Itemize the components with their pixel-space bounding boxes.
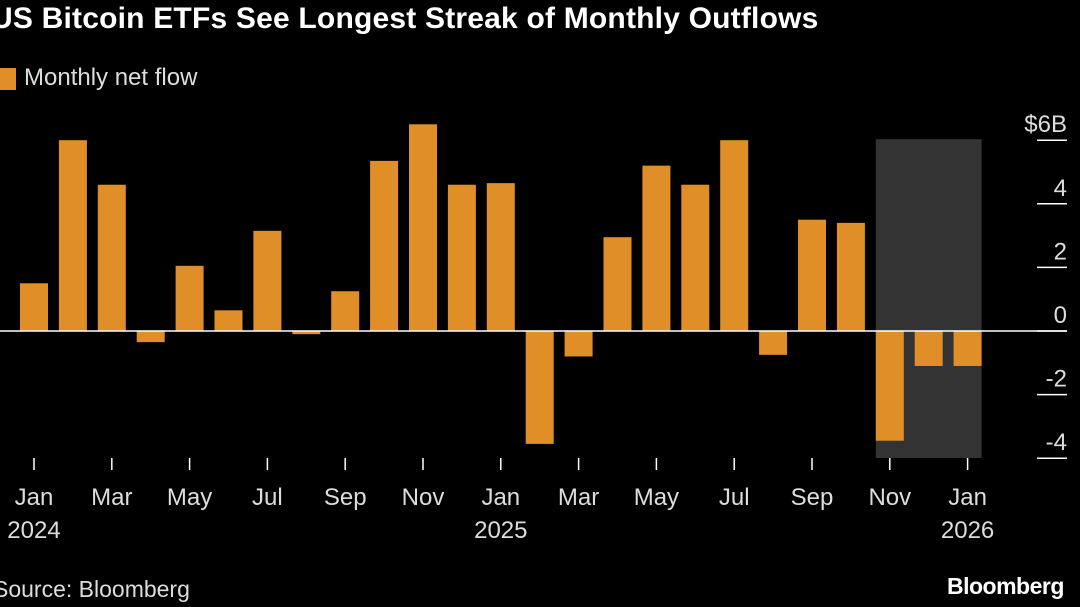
x-tick-label: Mar (91, 484, 132, 511)
bar-jan-2026 (953, 331, 982, 366)
x-tick-label: May (167, 484, 212, 511)
chart-title: US Bitcoin ETFs See Longest Streak of Mo… (0, 2, 819, 35)
legend-label: Monthly net flow (24, 64, 198, 91)
bar-may-2024 (175, 265, 204, 331)
bar-jun-2025 (681, 184, 710, 331)
bar-nov-2025 (875, 331, 904, 441)
bar-dec-2025 (914, 331, 943, 366)
bar-sep-2024 (331, 291, 360, 331)
bar-sep-2025 (798, 219, 826, 331)
bar-aug-2025 (759, 331, 788, 355)
bar-apr-2024 (136, 331, 165, 343)
x-tick-label: Jan (948, 484, 987, 511)
bar-may-2025 (642, 165, 671, 331)
bar-jul-2025 (720, 140, 749, 331)
bar-apr-2025 (603, 237, 632, 331)
bar-oct-2025 (836, 222, 865, 331)
x-tick-label: Jul (719, 484, 750, 511)
bar-jan-2025 (486, 183, 515, 331)
x-tick-label: Mar (558, 484, 599, 511)
bar-chart: $6B 4 2 0 -2 -4 Jan 2024 Mar May Jul Sep Nov Jan 2025 M… (0, 111, 1067, 544)
y-tick-label: 0 (1054, 302, 1067, 329)
x-tick-label: Jan (481, 484, 520, 511)
x-tick-label: Nov (402, 484, 445, 511)
bar-jun-2024 (214, 310, 243, 331)
x-tick-year-label: 2026 (941, 517, 994, 544)
x-tick-label: Sep (791, 484, 834, 511)
y-tick-label: $6B (1024, 111, 1067, 138)
bar-feb-2024 (58, 140, 87, 331)
legend-swatch (0, 68, 16, 90)
x-tick-label: Nov (868, 484, 911, 511)
bar-mar-2024 (97, 184, 126, 331)
bar-jul-2024 (253, 230, 282, 331)
x-tick-label: Jul (252, 484, 283, 511)
bar-nov-2024 (409, 124, 437, 331)
bar-aug-2024 (292, 331, 321, 335)
y-tick-label: -2 (1046, 366, 1067, 393)
y-tick-label: -4 (1046, 429, 1067, 456)
x-tick-label: May (634, 484, 679, 511)
y-tick-label: 2 (1054, 238, 1067, 265)
bloomberg-logo: Bloomberg (947, 573, 1064, 599)
x-tick-label: Jan (15, 484, 54, 511)
bar-feb-2025 (525, 331, 554, 444)
y-tick-label: 4 (1054, 175, 1067, 202)
source-note: Source: Bloomberg (0, 576, 190, 602)
x-tick-year-label: 2025 (474, 517, 527, 544)
x-tick-year-label: 2024 (7, 517, 60, 544)
bar-mar-2025 (564, 331, 593, 357)
bar-jan-2024 (20, 283, 48, 331)
bar-dec-2024 (447, 184, 476, 331)
x-tick-label: Sep (324, 484, 367, 511)
bar-oct-2024 (370, 160, 399, 331)
